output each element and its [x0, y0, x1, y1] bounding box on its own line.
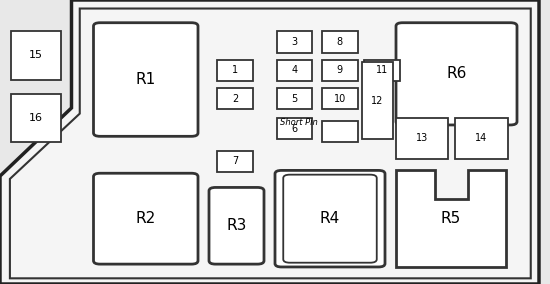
Text: R3: R3 [226, 218, 247, 233]
FancyBboxPatch shape [94, 173, 198, 264]
Text: R5: R5 [441, 211, 461, 226]
Text: 7: 7 [232, 156, 238, 166]
Text: 13: 13 [416, 133, 428, 143]
Bar [277, 60, 312, 81]
Polygon shape [396, 170, 506, 267]
Bar [362, 62, 393, 139]
Bar [11, 31, 60, 80]
Text: 2: 2 [232, 94, 238, 104]
Bar [217, 151, 253, 172]
Text: R1: R1 [136, 72, 156, 87]
Bar [217, 60, 253, 81]
Bar [277, 118, 312, 139]
Text: 15: 15 [29, 50, 43, 60]
Text: 16: 16 [29, 113, 43, 123]
Text: 4: 4 [292, 65, 298, 75]
Bar [322, 121, 358, 142]
FancyBboxPatch shape [209, 187, 264, 264]
Bar [396, 118, 448, 159]
Text: R4: R4 [320, 211, 340, 226]
Bar [277, 88, 312, 109]
Text: 10: 10 [333, 94, 346, 104]
Text: R6: R6 [446, 66, 467, 81]
Bar [217, 88, 253, 109]
FancyBboxPatch shape [396, 23, 517, 125]
Text: R2: R2 [136, 211, 156, 226]
Bar [455, 118, 508, 159]
FancyBboxPatch shape [94, 23, 198, 136]
Text: 3: 3 [292, 37, 298, 47]
Bar [322, 31, 358, 53]
Bar [322, 88, 358, 109]
FancyBboxPatch shape [275, 170, 385, 267]
Text: 11: 11 [376, 65, 388, 75]
Text: 12: 12 [371, 96, 384, 106]
Text: 14: 14 [475, 133, 488, 143]
Bar [11, 94, 60, 142]
Bar [277, 31, 312, 53]
Text: 9: 9 [337, 65, 343, 75]
Text: Short Pin: Short Pin [280, 118, 318, 127]
Text: 1: 1 [232, 65, 238, 75]
Bar [322, 60, 358, 81]
Text: 5: 5 [292, 94, 298, 104]
Bar [364, 60, 400, 81]
Text: 8: 8 [337, 37, 343, 47]
Text: 6: 6 [292, 124, 298, 133]
